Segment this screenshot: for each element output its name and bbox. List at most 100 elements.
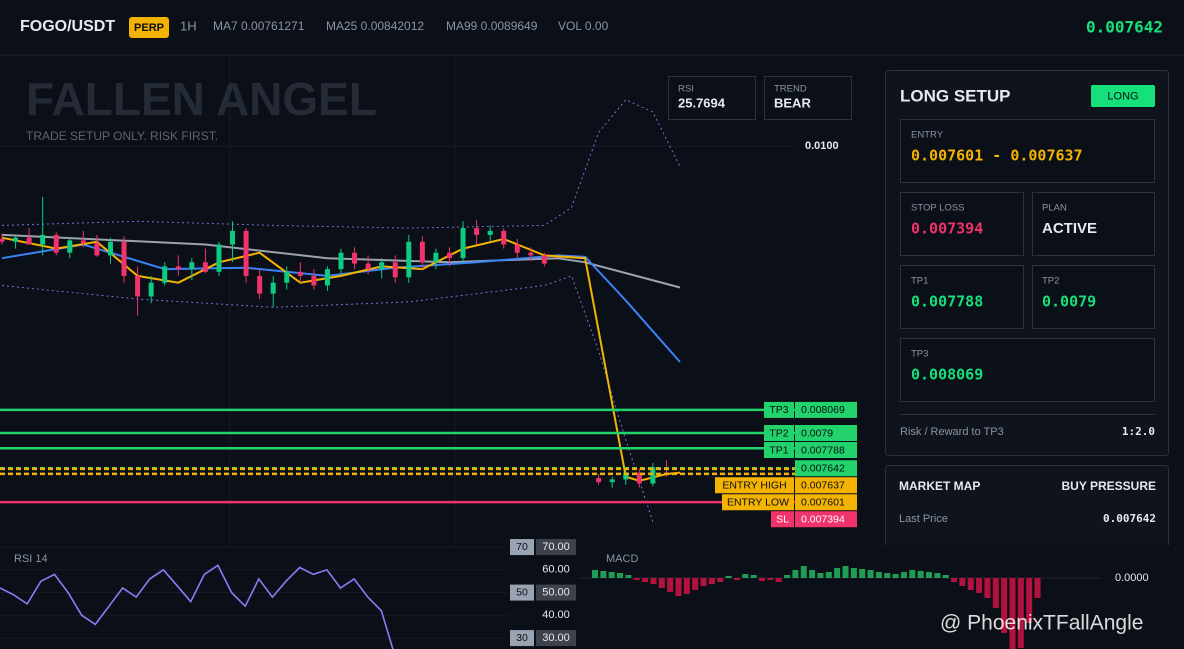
macd-bar xyxy=(775,578,782,582)
level-tag-bg xyxy=(764,401,794,418)
candle-body xyxy=(460,228,466,259)
macd-bar xyxy=(733,578,740,580)
macd-bar xyxy=(900,572,907,578)
level-value: 0.007788 xyxy=(801,444,845,456)
macd-bar xyxy=(650,578,657,584)
macd-bar xyxy=(667,578,674,592)
macd-bar xyxy=(850,568,857,578)
tp2-value: 0.0079 xyxy=(1042,293,1096,311)
trend-box xyxy=(764,76,852,120)
candle-body xyxy=(80,240,86,244)
macd-bar xyxy=(708,578,715,584)
macd-bar xyxy=(625,575,632,578)
macd-panel xyxy=(580,545,1184,649)
plan-card xyxy=(1032,192,1155,256)
tp1-card xyxy=(900,265,1024,329)
macd-bar xyxy=(675,578,682,596)
tagline: TRADE SETUP ONLY. RISK FIRST. xyxy=(26,129,218,143)
long-badge[interactable]: LONG xyxy=(1107,90,1138,102)
macd-bar xyxy=(842,566,849,578)
level-value: 0.007637 xyxy=(801,480,845,492)
candle-body xyxy=(352,252,358,264)
level-tag-bg xyxy=(771,511,794,528)
rsi-title: RSI 14 xyxy=(14,553,48,565)
macd-bar xyxy=(951,578,958,582)
level-value-bg xyxy=(795,494,857,511)
trend-label: TREND xyxy=(774,84,807,95)
macd-bar xyxy=(633,578,640,580)
candle-body xyxy=(121,241,127,276)
candle-body xyxy=(433,252,439,263)
candle-body xyxy=(26,237,32,245)
candle-body xyxy=(623,472,629,480)
candle-body xyxy=(541,255,547,264)
tp1-label: TP1 xyxy=(911,276,928,287)
info-boxes: RSI 25.7694 TREND BEAR xyxy=(668,76,852,120)
candle-body xyxy=(135,275,141,297)
level-value-bg xyxy=(795,511,857,528)
candle-body xyxy=(501,230,507,245)
macd-bar xyxy=(976,578,983,593)
rsi-chart: RSI 14 70 50 30 70.00 60.00 50.00 40.00 30.00 xyxy=(0,539,576,649)
y-tick-label: 40.00 xyxy=(542,609,570,621)
watermark: @ PhoenixTFallAngle xyxy=(940,612,1143,635)
tp3-value: 0.008069 xyxy=(911,366,983,384)
market-pressure: BUY PRESSURE xyxy=(1062,479,1156,493)
y-tick-label: 70.00 xyxy=(542,541,570,553)
interval[interactable]: 1H xyxy=(180,18,197,33)
macd-bar xyxy=(750,575,757,578)
level-value: 0.0079 xyxy=(801,427,833,439)
candle-body xyxy=(107,241,113,256)
macd-bar xyxy=(683,578,690,594)
pair[interactable]: FOGO/USDT xyxy=(20,18,115,35)
candle-body xyxy=(365,263,371,270)
setup-title: LONG SETUP xyxy=(900,86,1011,105)
macd-bar xyxy=(608,572,615,578)
candle-body xyxy=(0,239,5,242)
y-tick-label: 30.00 xyxy=(542,632,570,644)
macd-title: MACD xyxy=(606,553,638,565)
y-tick-label: 60.00 xyxy=(542,564,570,576)
last-price-value: 0.007642 xyxy=(1103,512,1156,525)
candle-body xyxy=(162,266,168,283)
level-value: 0.007601 xyxy=(801,497,845,509)
level-tag: SL xyxy=(776,514,789,526)
macd-bar xyxy=(767,578,774,580)
tp3-label: TP3 xyxy=(911,349,928,360)
candle-body xyxy=(392,262,398,278)
macd-bar xyxy=(992,578,999,608)
ma7: MA7 0.00761271 xyxy=(213,19,305,33)
y-tick-label: 0.0100 xyxy=(805,140,839,152)
rsi-value: 25.7694 xyxy=(678,95,726,110)
candle-body xyxy=(94,243,100,256)
level-box xyxy=(510,630,534,647)
macd-bar xyxy=(1017,578,1024,648)
level-tag: TP2 xyxy=(769,427,788,439)
candle-body xyxy=(338,252,344,270)
level-box xyxy=(510,539,534,556)
macd-bar xyxy=(600,571,607,578)
macd-bar xyxy=(934,573,941,578)
level-label: 50 xyxy=(516,586,528,598)
macd-bar xyxy=(725,576,732,578)
level-axis-box xyxy=(536,539,576,556)
candle-body xyxy=(528,252,534,256)
candle-body xyxy=(175,266,181,270)
macd-bar xyxy=(1034,578,1041,598)
rr-value: 1:2.0 xyxy=(1122,425,1155,438)
level-box xyxy=(510,584,534,601)
tp2-card xyxy=(1032,265,1155,329)
last-price-label: Last Price xyxy=(899,513,948,525)
macd-bar xyxy=(884,573,891,578)
candle-body xyxy=(67,240,73,253)
macd-bar xyxy=(759,578,765,581)
rr-label: Risk / Reward to TP3 xyxy=(900,426,1004,438)
tp2-label: TP2 xyxy=(1042,276,1059,287)
candle-body xyxy=(596,478,602,483)
candle-body xyxy=(419,241,425,263)
level-value-bg xyxy=(795,441,857,458)
macd-bar xyxy=(942,575,949,578)
candle-body xyxy=(148,282,154,297)
y-tick-label: 0.0000 xyxy=(1115,572,1149,584)
long-badge-bg xyxy=(1091,85,1155,107)
